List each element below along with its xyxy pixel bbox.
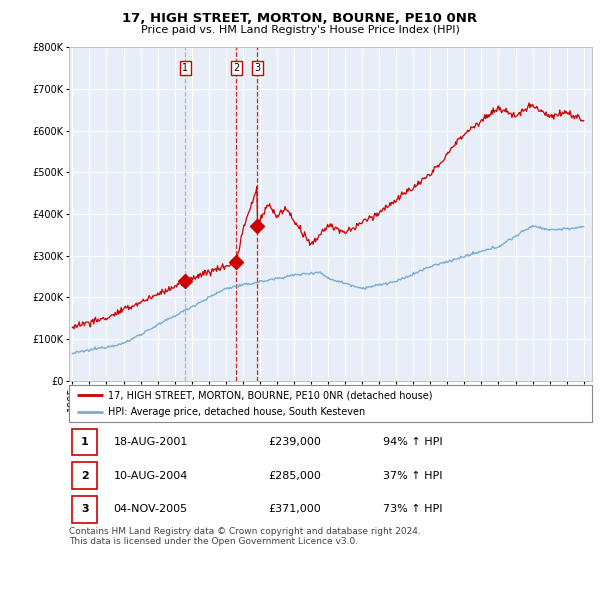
Text: 37% ↑ HPI: 37% ↑ HPI xyxy=(383,471,442,480)
Text: Price paid vs. HM Land Registry's House Price Index (HPI): Price paid vs. HM Land Registry's House … xyxy=(140,25,460,35)
Text: 3: 3 xyxy=(254,63,260,73)
Text: 17, HIGH STREET, MORTON, BOURNE, PE10 0NR (detached house): 17, HIGH STREET, MORTON, BOURNE, PE10 0N… xyxy=(108,390,433,400)
Text: Contains HM Land Registry data © Crown copyright and database right 2024.
This d: Contains HM Land Registry data © Crown c… xyxy=(69,527,421,546)
Text: 2: 2 xyxy=(233,63,239,73)
Text: 2: 2 xyxy=(81,471,89,480)
Text: 1: 1 xyxy=(182,63,188,73)
Text: £285,000: £285,000 xyxy=(268,471,320,480)
Text: 18-AUG-2001: 18-AUG-2001 xyxy=(113,437,188,447)
FancyBboxPatch shape xyxy=(69,385,592,422)
Text: £371,000: £371,000 xyxy=(268,504,320,514)
FancyBboxPatch shape xyxy=(72,496,97,523)
Text: 3: 3 xyxy=(81,504,89,514)
Text: 10-AUG-2004: 10-AUG-2004 xyxy=(113,471,188,480)
Text: HPI: Average price, detached house, South Kesteven: HPI: Average price, detached house, Sout… xyxy=(108,407,365,417)
Text: 17, HIGH STREET, MORTON, BOURNE, PE10 0NR: 17, HIGH STREET, MORTON, BOURNE, PE10 0N… xyxy=(122,12,478,25)
Text: 94% ↑ HPI: 94% ↑ HPI xyxy=(383,437,443,447)
FancyBboxPatch shape xyxy=(72,428,97,455)
Text: £239,000: £239,000 xyxy=(268,437,320,447)
Text: 73% ↑ HPI: 73% ↑ HPI xyxy=(383,504,442,514)
Text: 04-NOV-2005: 04-NOV-2005 xyxy=(113,504,188,514)
FancyBboxPatch shape xyxy=(72,462,97,489)
Text: 1: 1 xyxy=(81,437,89,447)
